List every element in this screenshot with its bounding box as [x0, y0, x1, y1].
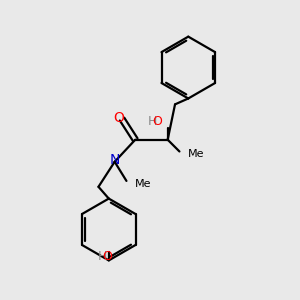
Text: O: O: [113, 111, 124, 124]
Text: N: N: [110, 153, 120, 167]
Text: H: H: [147, 115, 157, 128]
Text: O: O: [152, 115, 162, 128]
Text: Me: Me: [188, 149, 205, 159]
Text: H: H: [98, 250, 107, 262]
Text: O: O: [102, 250, 112, 262]
Text: Me: Me: [135, 179, 152, 189]
